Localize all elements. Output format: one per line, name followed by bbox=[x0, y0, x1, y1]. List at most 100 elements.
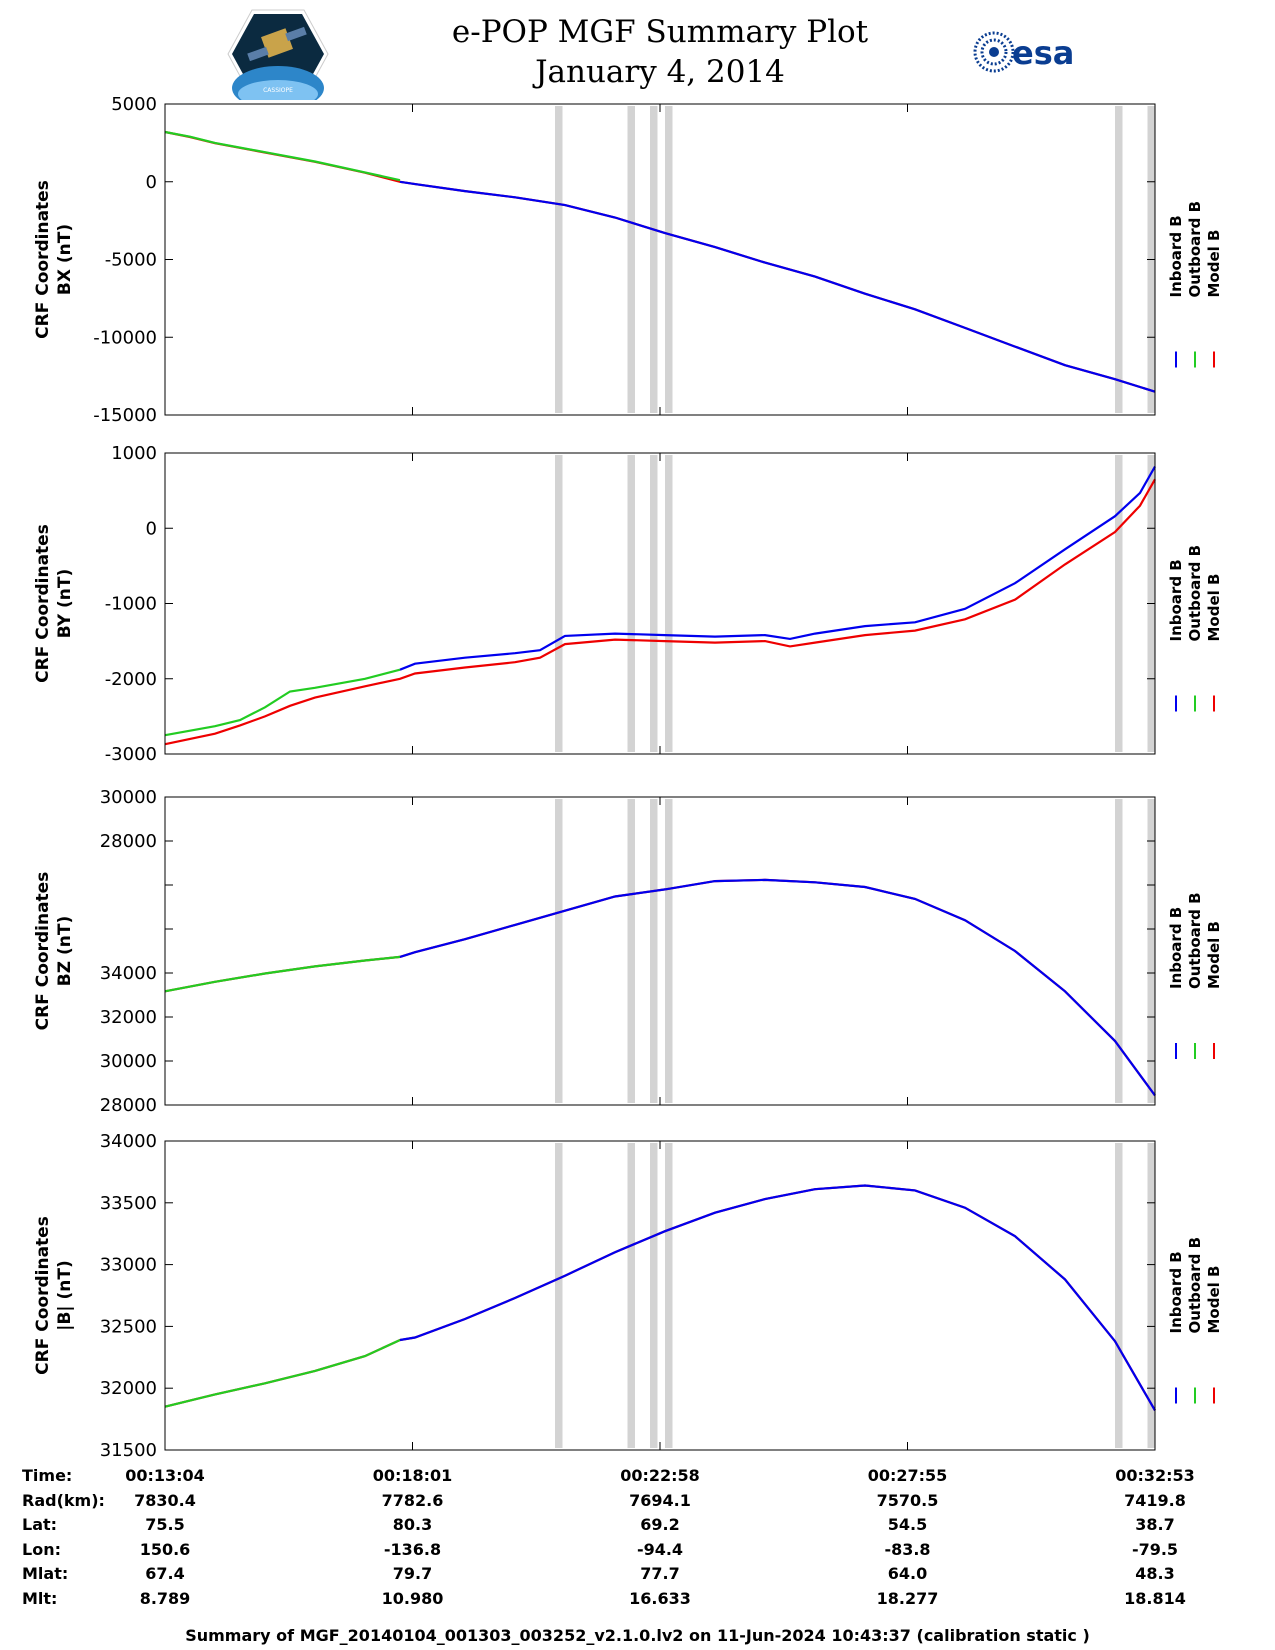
y-tick-label: 28000 bbox=[100, 1095, 157, 1116]
y-axis-label-line: CRF Coordinates bbox=[33, 180, 53, 339]
series-line-outboard bbox=[164, 1339, 401, 1408]
ephemeris-value: 18.814 bbox=[1124, 1588, 1186, 1608]
ephemeris-value: 00:13:04 bbox=[125, 1466, 205, 1485]
ephemeris-value: 77.7 bbox=[640, 1564, 680, 1583]
ephemeris-row: Mlat: 67.4 79.7 77.7 64.0 48.3 bbox=[20, 1564, 1260, 1588]
y-axis-label-line: BZ (nT) bbox=[55, 916, 75, 986]
legend-entry: Model B bbox=[1205, 230, 1223, 298]
data-gap-bar bbox=[1115, 799, 1123, 1103]
series-line-inboard bbox=[399, 180, 1156, 393]
ephemeris-value: 00:32:53 bbox=[1115, 1466, 1195, 1485]
y-axis-label: CRF Coordinates BZ (nT) bbox=[33, 872, 75, 1031]
ephemeris-value: -83.8 bbox=[884, 1539, 931, 1559]
ephemeris-value: 7570.5 bbox=[876, 1490, 939, 1510]
y-axis-label: CRF Coordinates BY (nT) bbox=[33, 524, 75, 683]
ephemeris-row: Rad(km): 7830.4 7782.6 7694.1 7570.5 7419.8 bbox=[20, 1491, 1260, 1515]
series-line-inboard bbox=[399, 878, 1156, 1097]
ephemeris-value: 69.2 bbox=[640, 1515, 680, 1534]
ephemeris-row-label: Mlt: bbox=[22, 1588, 58, 1608]
data-gap-bar bbox=[627, 799, 635, 1103]
ephemeris-row: Lon: 150.6 -136.8 -94.4 -83.8 -79.5 bbox=[20, 1540, 1260, 1564]
data-gap-bar bbox=[555, 455, 563, 752]
data-gap-bar bbox=[1115, 1143, 1123, 1448]
y-tick-label: -5000 bbox=[105, 250, 157, 271]
ephemeris-row: Lat: 75.5 80.3 69.2 54.5 38.7 bbox=[20, 1515, 1260, 1539]
legend-entry: Inboard B bbox=[1167, 907, 1185, 989]
data-gap-bar bbox=[665, 455, 673, 752]
y-tick-label: 31500 bbox=[100, 1440, 157, 1460]
y-axis-label-line: CRF Coordinates bbox=[33, 1216, 53, 1375]
series-line-model bbox=[164, 478, 1156, 746]
ephemeris-row-label: Lat: bbox=[22, 1515, 58, 1534]
data-gap-bar bbox=[665, 1143, 673, 1448]
legend-entry: Model B bbox=[1205, 574, 1223, 642]
y-tick-label: 30000 bbox=[100, 787, 157, 808]
series-line-inboard bbox=[399, 1184, 1156, 1411]
ephemeris-row-label: Lon: bbox=[22, 1539, 61, 1559]
series-line-model bbox=[164, 878, 1156, 1097]
ephemeris-value: 75.5 bbox=[145, 1515, 185, 1534]
ephemeris-row-label: Time: bbox=[22, 1466, 73, 1485]
legend-entry: Outboard B bbox=[1186, 545, 1204, 642]
plot-frame bbox=[164, 103, 1156, 416]
data-gap-bar bbox=[627, 106, 635, 413]
epop-logo: CASSIOPE bbox=[227, 9, 329, 100]
data-gap-bar bbox=[665, 799, 673, 1103]
ephemeris-row: Time: 00:13:04 00:18:01 00:22:58 00:27:55 00:… bbox=[20, 1466, 1260, 1490]
y-tick-label: 33500 bbox=[100, 1193, 157, 1214]
y-tick-label: 32000 bbox=[100, 1378, 157, 1399]
y-axis-label-line: BX (nT) bbox=[55, 224, 75, 295]
data-gap-bar bbox=[1147, 1143, 1155, 1448]
esa-logo: esa bbox=[973, 31, 1074, 73]
summary-footer: Summary of MGF_20140104_001303_003252_v2… bbox=[185, 1626, 1090, 1645]
series-line-inboard bbox=[399, 465, 1156, 671]
y-tick-label: 30000 bbox=[100, 1051, 157, 1072]
legend-entry: Inboard B bbox=[1167, 1251, 1185, 1333]
ephemeris-value: 7419.8 bbox=[1124, 1490, 1186, 1510]
y-tick-label: 33000 bbox=[100, 1255, 157, 1276]
ephemeris-value: 48.3 bbox=[1135, 1564, 1175, 1583]
data-gap-bar bbox=[1115, 455, 1123, 752]
y-tick-label: 28000 bbox=[100, 831, 157, 852]
ephemeris-value: 00:27:55 bbox=[867, 1466, 948, 1485]
plot-frame bbox=[164, 1140, 1156, 1451]
ephemeris-row-label: Rad(km): bbox=[22, 1490, 105, 1510]
y-axis-label: CRF Coordinates |B| (nT) bbox=[33, 1216, 75, 1375]
y-tick-label: -1000 bbox=[105, 594, 157, 615]
plot-frame bbox=[164, 796, 1156, 1106]
series-line-outboard bbox=[164, 955, 401, 993]
ephemeris-value: 8.789 bbox=[139, 1588, 191, 1608]
legend-entry: Outboard B bbox=[1186, 201, 1204, 298]
ephemeris-table: Time: 00:13:04 00:18:01 00:22:58 00:27:55 00:… bbox=[20, 1466, 1260, 1608]
ephemeris-value: 54.5 bbox=[887, 1515, 928, 1534]
data-gap-bar bbox=[555, 106, 563, 413]
series-line-outboard bbox=[164, 130, 401, 182]
ephemeris-value: 79.7 bbox=[392, 1564, 433, 1583]
y-tick-label: -15000 bbox=[93, 405, 157, 426]
y-axis-label-line: BY (nT) bbox=[55, 569, 75, 639]
y-tick-label: -3000 bbox=[105, 744, 157, 765]
y-tick-label: 5000 bbox=[111, 94, 157, 115]
series-line-outboard bbox=[164, 668, 401, 737]
ephemeris-row: Mlt: 8.789 10.980 16.633 18.277 18.814 bbox=[20, 1589, 1260, 1613]
legend-entry: Inboard B bbox=[1167, 559, 1185, 641]
ephemeris-value: 80.3 bbox=[392, 1515, 433, 1534]
data-gap-bar bbox=[650, 799, 658, 1103]
esa-logo-text: esa bbox=[1012, 34, 1074, 72]
y-axis-label-line: CRF Coordinates bbox=[33, 524, 53, 683]
ephemeris-value: 00:18:01 bbox=[372, 1466, 453, 1485]
plot-title: e-POP MGF Summary Plot January 4, 2014 bbox=[380, 12, 940, 92]
ephemeris-value: -94.4 bbox=[636, 1539, 684, 1559]
legend-entry: Inboard B bbox=[1167, 215, 1185, 297]
ephemeris-value: -136.8 bbox=[383, 1539, 442, 1559]
ephemeris-value: 67.4 bbox=[145, 1564, 185, 1583]
ephemeris-value: 00:22:58 bbox=[620, 1466, 700, 1485]
data-gap-bar bbox=[555, 799, 563, 1103]
y-tick-label: -10000 bbox=[93, 327, 157, 348]
y-tick-label: 0 bbox=[146, 518, 157, 539]
y-axis-label: CRF Coordinates BX (nT) bbox=[33, 180, 75, 339]
data-gap-bar bbox=[555, 1143, 563, 1448]
data-gap-bar bbox=[1147, 799, 1155, 1103]
legend-entry: Model B bbox=[1205, 921, 1223, 989]
